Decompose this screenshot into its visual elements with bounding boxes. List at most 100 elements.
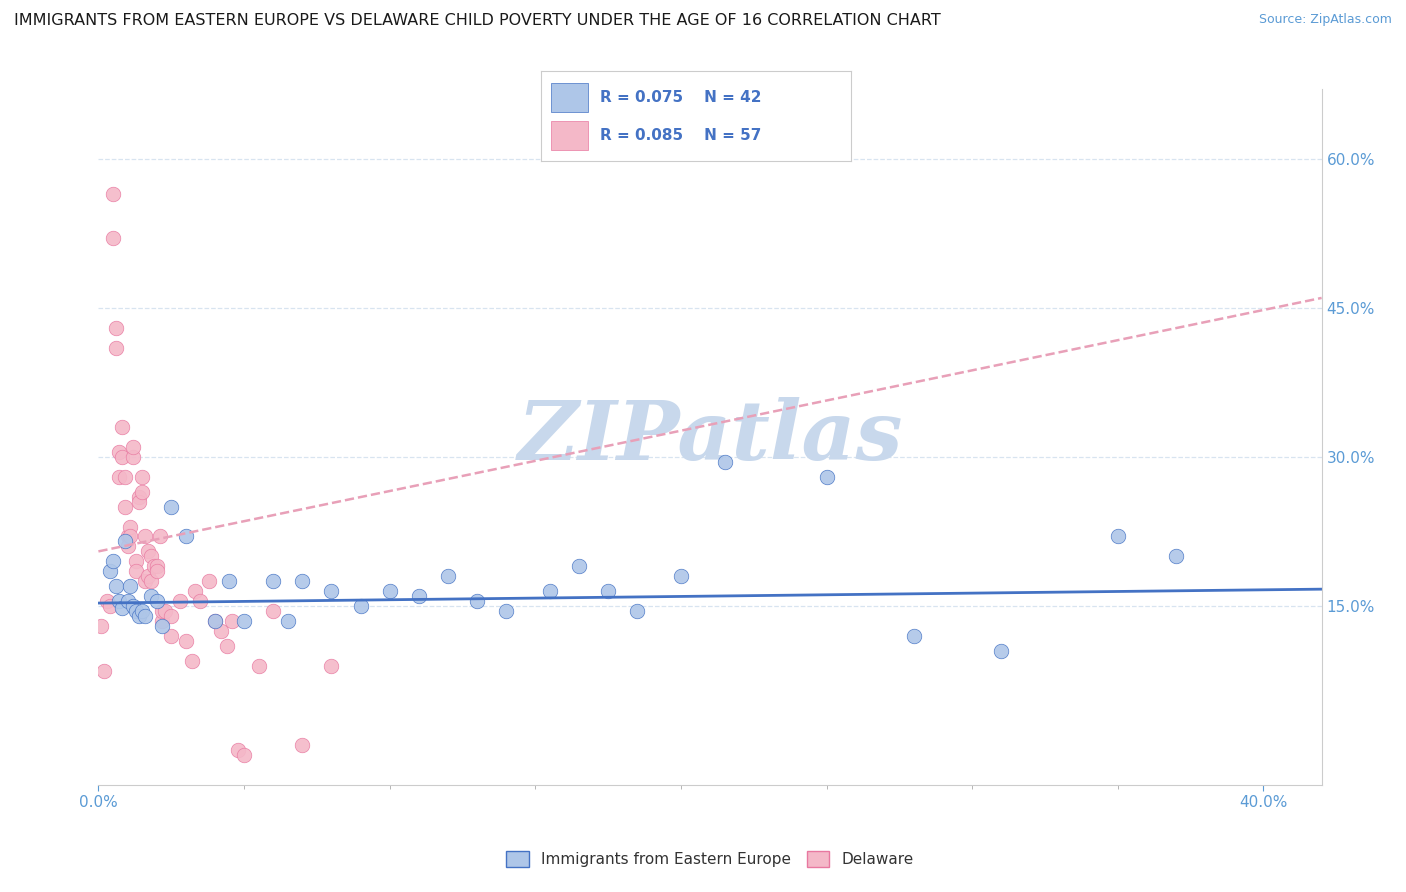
Point — [180, 654, 202, 668]
Point — [111, 450, 134, 464]
Point — [626, 604, 648, 618]
Point — [98, 599, 121, 613]
Point — [114, 534, 136, 549]
Point — [104, 579, 127, 593]
Point — [903, 629, 925, 643]
Point — [495, 604, 517, 618]
Point — [568, 559, 591, 574]
Point — [233, 748, 256, 763]
Point — [169, 594, 191, 608]
Point — [1107, 529, 1129, 543]
Point — [125, 604, 148, 618]
Point — [101, 554, 124, 568]
Point — [160, 500, 183, 514]
FancyBboxPatch shape — [551, 83, 588, 112]
Point — [136, 544, 159, 558]
FancyBboxPatch shape — [551, 121, 588, 150]
Point — [149, 529, 172, 543]
Text: IMMIGRANTS FROM EASTERN EUROPE VS DELAWARE CHILD POVERTY UNDER THE AGE OF 16 COR: IMMIGRANTS FROM EASTERN EUROPE VS DELAWA… — [14, 13, 941, 29]
Point — [104, 341, 127, 355]
Point — [142, 559, 165, 574]
Point — [101, 186, 124, 201]
Legend: Immigrants from Eastern Europe, Delaware: Immigrants from Eastern Europe, Delaware — [499, 844, 921, 875]
Point — [145, 564, 167, 578]
Point — [117, 540, 139, 554]
Point — [93, 664, 115, 678]
Point — [155, 604, 177, 618]
Point — [131, 484, 153, 499]
Point — [152, 614, 174, 628]
Point — [101, 231, 124, 245]
Point — [145, 594, 167, 608]
Point — [990, 644, 1012, 658]
Point — [291, 738, 314, 752]
Point — [538, 584, 561, 599]
Point — [174, 633, 197, 648]
Point — [160, 629, 183, 643]
Point — [139, 589, 162, 603]
Point — [669, 569, 692, 583]
Text: R = 0.075    N = 42: R = 0.075 N = 42 — [600, 90, 762, 104]
Point — [125, 554, 148, 568]
Point — [104, 320, 127, 334]
Point — [125, 564, 148, 578]
Point — [713, 455, 735, 469]
Point — [262, 574, 284, 589]
Point — [108, 470, 131, 484]
Point — [139, 574, 162, 589]
Point — [98, 564, 121, 578]
Point — [128, 609, 150, 624]
Point — [136, 569, 159, 583]
Point — [321, 584, 343, 599]
Point — [122, 599, 145, 613]
Point — [134, 529, 156, 543]
Point — [152, 619, 174, 633]
Point — [96, 594, 118, 608]
Point — [204, 614, 226, 628]
Point — [128, 490, 150, 504]
Point — [111, 420, 134, 434]
Point — [218, 574, 240, 589]
Point — [277, 614, 299, 628]
Point — [204, 614, 226, 628]
Point — [465, 594, 488, 608]
Point — [321, 658, 343, 673]
Point — [188, 594, 212, 608]
Point — [131, 604, 153, 618]
Text: ZIPatlas: ZIPatlas — [517, 397, 903, 477]
Point — [596, 584, 619, 599]
Point — [815, 470, 838, 484]
Point — [183, 584, 205, 599]
Point — [111, 601, 134, 615]
Point — [247, 658, 270, 673]
Point — [233, 614, 256, 628]
Point — [120, 519, 142, 533]
Point — [160, 609, 183, 624]
Point — [134, 609, 156, 624]
Point — [198, 574, 221, 589]
Point — [437, 569, 460, 583]
Point — [128, 494, 150, 508]
Text: R = 0.085    N = 57: R = 0.085 N = 57 — [600, 128, 762, 143]
Point — [209, 624, 232, 638]
Point — [221, 614, 243, 628]
Point — [215, 639, 238, 653]
Point — [378, 584, 401, 599]
Point — [291, 574, 314, 589]
Point — [139, 549, 162, 564]
Point — [131, 470, 153, 484]
Point — [108, 594, 131, 608]
Point — [117, 594, 139, 608]
Point — [122, 440, 145, 454]
Point — [152, 604, 174, 618]
Point — [117, 529, 139, 543]
Point — [174, 529, 197, 543]
Point — [145, 559, 167, 574]
Point — [120, 579, 142, 593]
Point — [114, 500, 136, 514]
Point — [90, 619, 112, 633]
Point — [262, 604, 284, 618]
Point — [408, 589, 430, 603]
Text: Source: ZipAtlas.com: Source: ZipAtlas.com — [1258, 13, 1392, 27]
Point — [120, 529, 142, 543]
